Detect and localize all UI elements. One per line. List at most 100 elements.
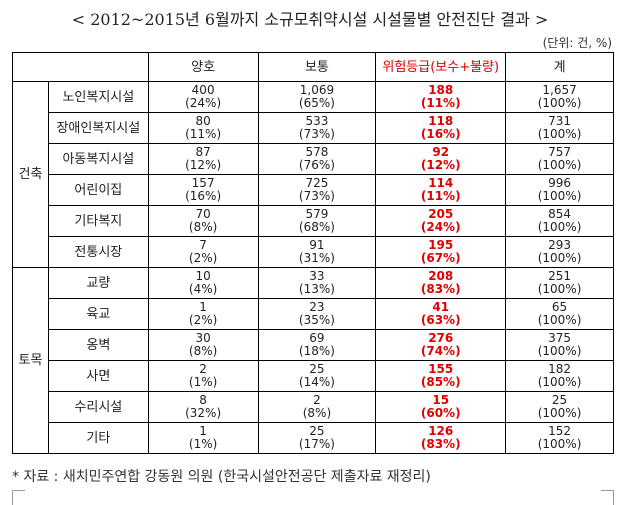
good-count: 8 xyxy=(199,393,207,407)
cell-risk: 195 (67%) xyxy=(375,236,507,268)
risk-count: 155 xyxy=(428,362,454,376)
risk-count: 41 xyxy=(432,300,450,314)
cell-risk: 155 (85%) xyxy=(375,360,507,392)
facility-name: 어린이집 xyxy=(47,174,149,206)
cell-total: 65 (100%) xyxy=(505,298,614,330)
table-row: 아동복지시설 87 (12%) 578 (76%) 92 (12%) 757 (100%) xyxy=(13,143,614,175)
risk-count: 114 xyxy=(428,176,454,190)
unit-label: (단위: 건, %) xyxy=(542,36,612,50)
risk-percent: (16%) xyxy=(420,127,461,141)
cell-good: 80 (11%) xyxy=(147,112,259,144)
risk-count: 92 xyxy=(432,145,450,159)
normal-percent: (13%) xyxy=(298,282,335,296)
good-count: 10 xyxy=(195,269,211,283)
good-percent: (12%) xyxy=(185,158,222,172)
risk-count: 208 xyxy=(428,269,454,283)
total-count: 293 xyxy=(548,238,571,252)
good-count: 2 xyxy=(199,362,207,376)
table-row: 기타복지 70 (8%) 579 (68%) 205 (24%) 854 (100%) xyxy=(13,205,614,237)
cell-risk: 15 (60%) xyxy=(375,391,507,423)
risk-percent: (67%) xyxy=(420,251,461,265)
table-row: 토목 교량 10 (4%) 33 (13%) 208 (83%) 251 (100%) xyxy=(12,267,614,454)
good-percent: (4%) xyxy=(188,282,218,296)
total-percent: (100%) xyxy=(537,282,582,296)
normal-count: 25 xyxy=(309,362,325,376)
total-count: 375 xyxy=(548,331,571,345)
total-percent: (100%) xyxy=(537,375,582,389)
facility-name: 노인복지시설 xyxy=(47,81,149,113)
cell-risk: 126 (83%) xyxy=(375,422,507,454)
total-count: 757 xyxy=(548,145,571,159)
good-percent: (2%) xyxy=(188,251,218,265)
good-count: 30 xyxy=(195,331,211,345)
cell-total: 293 (100%) xyxy=(505,236,614,268)
facility-name: 기타복지 xyxy=(47,205,149,237)
total-percent: (100%) xyxy=(537,344,582,358)
cell-total: 182 (100%) xyxy=(505,360,614,392)
cell-normal: 25 (14%) xyxy=(257,360,377,392)
good-count: 87 xyxy=(195,145,211,159)
normal-percent: (76%) xyxy=(298,158,335,172)
cell-normal: 533 (73%) xyxy=(257,112,377,144)
group-label: 토목 xyxy=(12,267,49,454)
good-count: 400 xyxy=(191,83,215,97)
cell-good: 10 (4%) xyxy=(147,267,259,299)
total-percent: (100%) xyxy=(537,251,582,265)
total-count: 996 xyxy=(548,176,571,190)
page-corner-mark xyxy=(12,490,25,505)
cell-risk: 205 (24%) xyxy=(375,205,507,237)
cell-normal: 1,069 (65%) xyxy=(257,81,377,113)
good-count: 70 xyxy=(195,207,211,221)
cell-risk: 41 (63%) xyxy=(375,298,507,330)
good-percent: (1%) xyxy=(188,375,218,389)
risk-count: 118 xyxy=(428,114,454,128)
normal-percent: (65%) xyxy=(298,96,335,110)
normal-percent: (17%) xyxy=(298,437,335,451)
cell-total: 1,657 (100%) xyxy=(505,81,614,113)
total-percent: (100%) xyxy=(537,406,582,420)
group-label: 건축 xyxy=(12,81,49,268)
normal-count: 725 xyxy=(305,176,329,190)
normal-percent: (35%) xyxy=(298,313,335,327)
cell-total: 854 (100%) xyxy=(505,205,614,237)
cell-normal: 25 (17%) xyxy=(257,422,377,454)
normal-count: 578 xyxy=(305,145,329,159)
table-row: 전통시장 7 (2%) 91 (31%) 195 (67%) 293 (100%) xyxy=(13,236,614,268)
cell-good: 2 (1%) xyxy=(147,360,259,392)
total-percent: (100%) xyxy=(537,158,582,172)
risk-count: 205 xyxy=(428,207,454,221)
risk-percent: (12%) xyxy=(420,158,461,172)
cell-total: 731 (100%) xyxy=(505,112,614,144)
table-row: 육교 1 (2%) 23 (35%) 41 (63%) 65 (100%) xyxy=(13,298,614,330)
facility-name: 옹벽 xyxy=(47,329,149,361)
risk-percent: (83%) xyxy=(420,282,461,296)
normal-count: 533 xyxy=(305,114,329,128)
header-normal: 보통 xyxy=(257,52,377,82)
good-percent: (8%) xyxy=(188,344,218,358)
total-count: 1,657 xyxy=(542,83,577,97)
facility-name: 기타 xyxy=(47,422,149,454)
good-percent: (2%) xyxy=(188,313,218,327)
good-percent: (8%) xyxy=(188,220,218,234)
table-row: 기타 1 (1%) 25 (17%) 126 (83%) 152 (100%) xyxy=(13,422,614,454)
facility-name: 장애인복지시설 xyxy=(47,112,149,144)
normal-percent: (73%) xyxy=(298,189,335,203)
total-percent: (100%) xyxy=(537,220,582,234)
cell-risk: 92 (12%) xyxy=(375,143,507,175)
good-count: 1 xyxy=(199,424,207,438)
normal-count: 33 xyxy=(309,269,325,283)
cell-good: 87 (12%) xyxy=(147,143,259,175)
facility-name: 사면 xyxy=(47,360,149,392)
risk-percent: (11%) xyxy=(420,189,461,203)
good-count: 157 xyxy=(191,176,215,190)
good-count: 7 xyxy=(199,238,207,252)
normal-percent: (31%) xyxy=(298,251,335,265)
cell-good: 70 (8%) xyxy=(147,205,259,237)
cell-risk: 114 (11%) xyxy=(375,174,507,206)
risk-count: 15 xyxy=(432,393,450,407)
cell-total: 251 (100%) xyxy=(505,267,614,299)
total-count: 25 xyxy=(551,393,568,407)
total-count: 152 xyxy=(548,424,571,438)
facility-name: 아동복지시설 xyxy=(47,143,149,175)
cell-good: 400 (24%) xyxy=(147,81,259,113)
